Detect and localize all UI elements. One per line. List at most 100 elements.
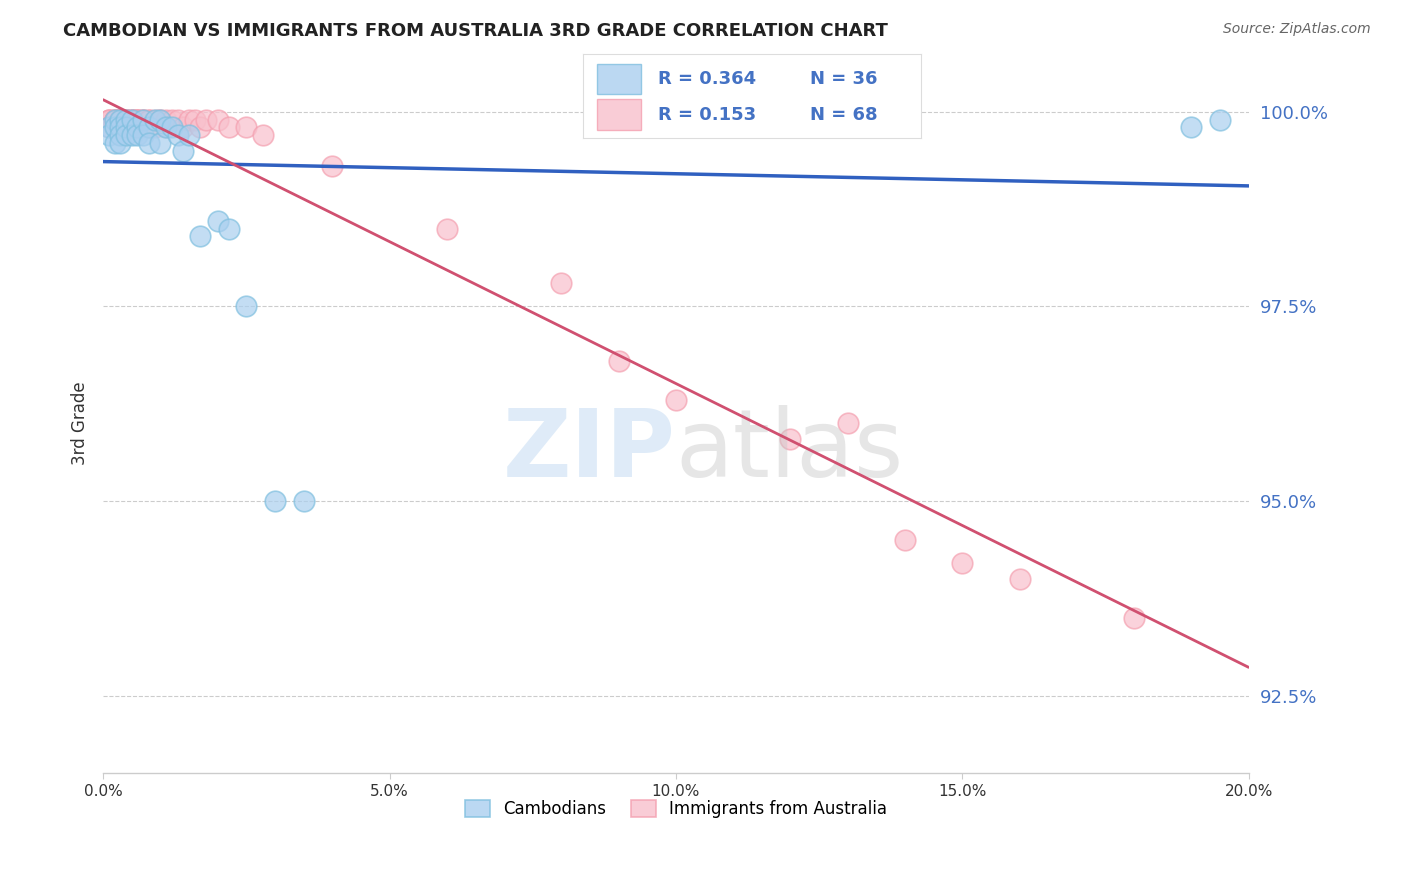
Point bbox=[103, 112, 125, 127]
Point bbox=[110, 128, 132, 143]
Point bbox=[127, 112, 149, 127]
Point bbox=[121, 112, 143, 127]
Point bbox=[103, 120, 125, 135]
Point bbox=[143, 112, 166, 127]
Point bbox=[436, 221, 458, 235]
Point bbox=[184, 112, 207, 127]
Point bbox=[1123, 611, 1146, 625]
Point bbox=[115, 112, 138, 127]
Point bbox=[837, 416, 859, 430]
Point bbox=[115, 112, 138, 127]
Point bbox=[235, 300, 257, 314]
Point bbox=[115, 128, 138, 143]
Point bbox=[607, 354, 630, 368]
Point bbox=[172, 120, 194, 135]
Point bbox=[155, 120, 177, 135]
Point bbox=[1209, 112, 1232, 127]
Point bbox=[110, 112, 132, 127]
Point bbox=[149, 112, 172, 127]
Point bbox=[115, 120, 138, 135]
Text: ZIP: ZIP bbox=[503, 405, 676, 497]
Text: Source: ZipAtlas.com: Source: ZipAtlas.com bbox=[1223, 22, 1371, 37]
Point bbox=[115, 112, 138, 127]
Point bbox=[195, 112, 218, 127]
Point bbox=[665, 392, 688, 407]
Point bbox=[264, 494, 287, 508]
Point bbox=[138, 120, 160, 135]
Point bbox=[149, 112, 172, 127]
Legend: Cambodians, Immigrants from Australia: Cambodians, Immigrants from Australia bbox=[458, 793, 894, 824]
Point bbox=[207, 214, 229, 228]
Point bbox=[132, 112, 155, 127]
Point bbox=[127, 112, 149, 127]
Point bbox=[110, 112, 132, 127]
Point bbox=[103, 112, 125, 127]
Point bbox=[97, 112, 120, 127]
Point bbox=[138, 112, 160, 127]
Text: atlas: atlas bbox=[676, 405, 904, 497]
FancyBboxPatch shape bbox=[598, 99, 641, 130]
Point bbox=[115, 112, 138, 127]
Point bbox=[110, 112, 132, 127]
Point bbox=[97, 112, 120, 127]
Point bbox=[121, 112, 143, 127]
Point bbox=[97, 112, 120, 127]
Point bbox=[292, 494, 315, 508]
Text: N = 36: N = 36 bbox=[810, 70, 877, 88]
Point bbox=[155, 120, 177, 135]
Point bbox=[110, 112, 132, 127]
Point bbox=[894, 533, 917, 547]
Point bbox=[127, 120, 149, 135]
Point bbox=[115, 112, 138, 127]
Point bbox=[550, 276, 572, 290]
Point bbox=[103, 112, 125, 127]
Point bbox=[127, 112, 149, 127]
Point bbox=[103, 112, 125, 127]
Point bbox=[132, 112, 155, 127]
Text: CAMBODIAN VS IMMIGRANTS FROM AUSTRALIA 3RD GRADE CORRELATION CHART: CAMBODIAN VS IMMIGRANTS FROM AUSTRALIA 3… bbox=[63, 22, 889, 40]
Point bbox=[207, 112, 229, 127]
Point bbox=[127, 128, 149, 143]
Point bbox=[110, 112, 132, 127]
Text: R = 0.153: R = 0.153 bbox=[658, 105, 756, 123]
Point bbox=[321, 160, 343, 174]
Point bbox=[115, 112, 138, 127]
Point bbox=[190, 120, 212, 135]
Point bbox=[103, 112, 125, 127]
Point bbox=[166, 128, 188, 143]
Point bbox=[103, 136, 125, 150]
Point bbox=[110, 112, 132, 127]
Point bbox=[779, 432, 801, 446]
Point bbox=[160, 112, 183, 127]
Point bbox=[138, 120, 160, 135]
Y-axis label: 3rd Grade: 3rd Grade bbox=[72, 382, 89, 465]
Point bbox=[127, 112, 149, 127]
Point bbox=[132, 128, 155, 143]
Point bbox=[177, 128, 200, 143]
Point bbox=[115, 112, 138, 127]
Text: N = 68: N = 68 bbox=[810, 105, 877, 123]
Point bbox=[950, 556, 973, 570]
Point bbox=[110, 120, 132, 135]
Point bbox=[235, 120, 257, 135]
Point bbox=[97, 128, 120, 143]
Point bbox=[218, 221, 240, 235]
Point bbox=[132, 112, 155, 127]
Point bbox=[143, 112, 166, 127]
Point bbox=[121, 112, 143, 127]
Point bbox=[138, 136, 160, 150]
Point bbox=[97, 120, 120, 135]
Point bbox=[149, 112, 172, 127]
Point bbox=[132, 120, 155, 135]
Point bbox=[115, 120, 138, 135]
Point bbox=[121, 128, 143, 143]
FancyBboxPatch shape bbox=[598, 63, 641, 95]
Point bbox=[132, 112, 155, 127]
Point bbox=[110, 120, 132, 135]
Point bbox=[160, 120, 183, 135]
Point bbox=[97, 120, 120, 135]
Text: R = 0.364: R = 0.364 bbox=[658, 70, 756, 88]
Point bbox=[121, 112, 143, 127]
Point bbox=[121, 112, 143, 127]
Point bbox=[166, 112, 188, 127]
